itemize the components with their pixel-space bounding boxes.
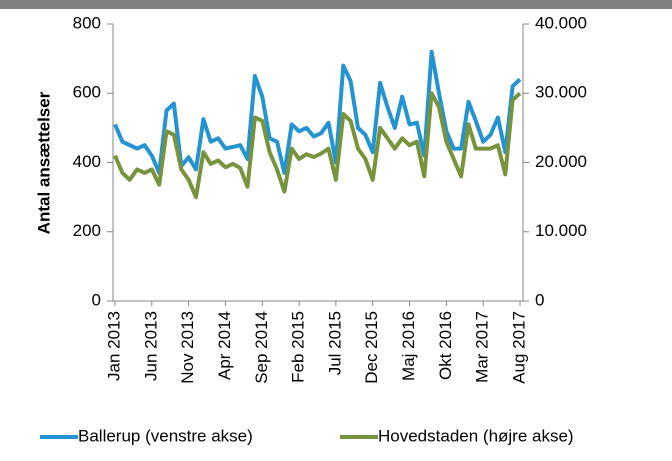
y2-tick-label: 10.000	[535, 221, 587, 240]
y2-tick-label: 20.000	[535, 152, 587, 171]
x-tick-label: Apr 2014	[215, 311, 234, 380]
top-band	[0, 0, 672, 9]
x-tick-label: Dec 2015	[362, 311, 381, 384]
y-tick-label: 800	[73, 13, 101, 32]
y2-tick-label: 40.000	[535, 13, 587, 32]
y2-tick-label: 0	[535, 290, 544, 309]
series-line	[113, 91, 522, 200]
y-tick-label: 400	[73, 152, 101, 171]
legend-label: Ballerup (venstre akse)	[78, 426, 253, 445]
x-tick-label: Nov 2013	[178, 311, 197, 384]
x-tick-label: Feb 2015	[289, 311, 308, 383]
series-line	[113, 49, 522, 175]
y-tick-label: 200	[73, 221, 101, 240]
x-tick-label: Aug 2017	[509, 311, 528, 384]
y2-tick-label: 30.000	[535, 83, 587, 102]
y-axis-label: Antal ansættelser	[34, 91, 53, 234]
x-tick-label: Mar 2017	[473, 311, 492, 383]
x-tick-label: Jul 2015	[325, 311, 344, 375]
x-tick-label: Sep 2014	[252, 311, 271, 384]
x-tick-label: Okt 2016	[436, 311, 455, 380]
legend-label: Hovedstaden (højre akse)	[378, 426, 574, 445]
x-tick-label: Jun 2013	[141, 311, 160, 381]
x-tick-label: Jan 2013	[104, 311, 123, 381]
x-tick-label: Maj 2016	[399, 311, 418, 381]
y-tick-label: 0	[92, 290, 101, 309]
y-tick-label: 600	[73, 83, 101, 102]
